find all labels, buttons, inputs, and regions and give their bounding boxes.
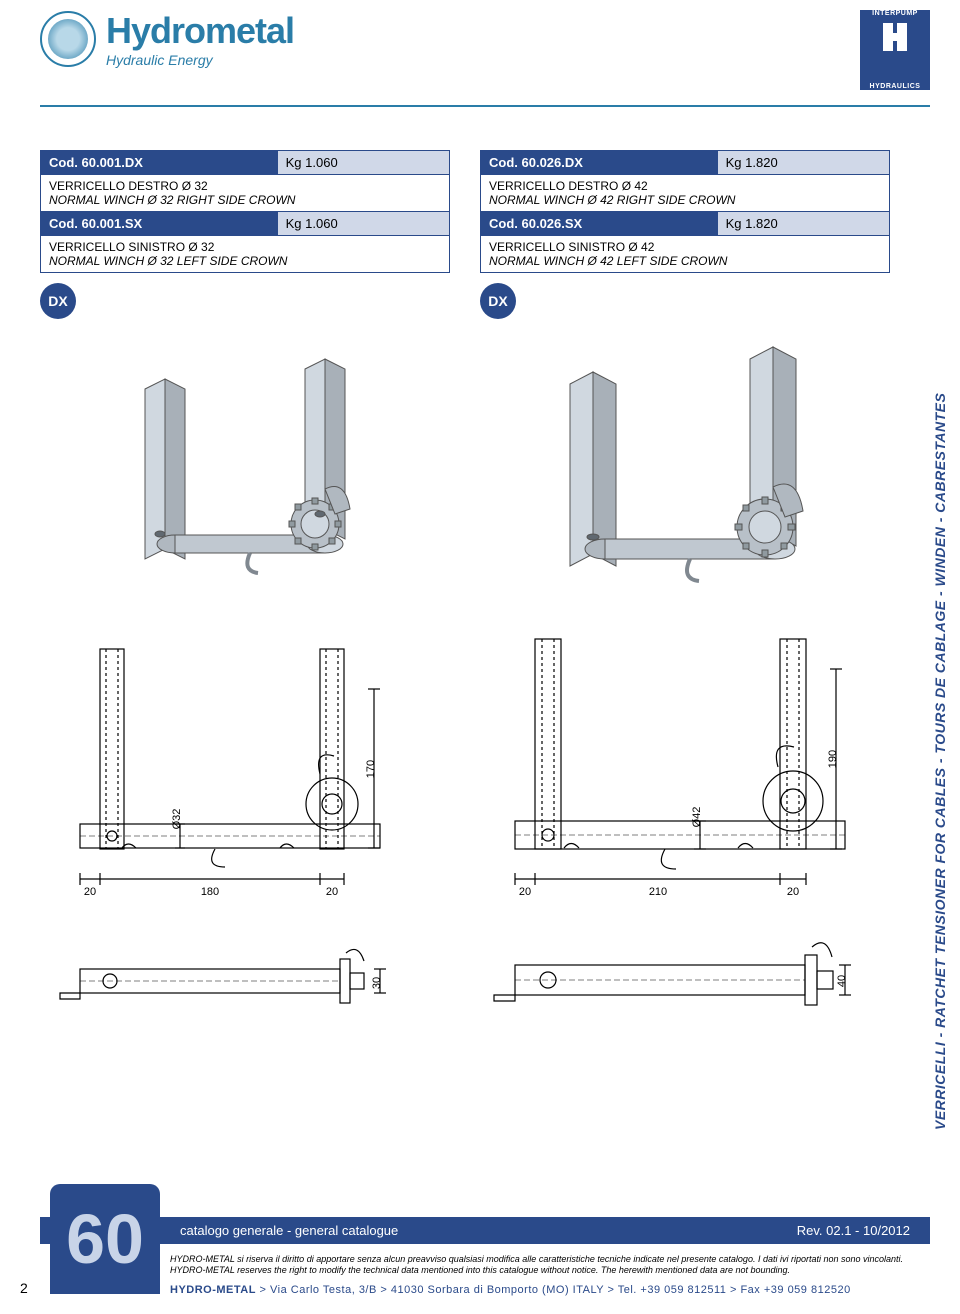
iso-drawing-left — [40, 339, 450, 619]
dim-w2: 180 — [201, 886, 219, 898]
dim-side-h: 40 — [836, 975, 848, 987]
product-desc-en: NORMAL WINCH Ø 42 RIGHT SIDE CROWN — [489, 193, 881, 207]
dim-w2: 210 — [649, 886, 667, 898]
product-desc-en: NORMAL WINCH Ø 32 RIGHT SIDE CROWN — [49, 193, 441, 207]
product-header-left: Cod. 60.001.DX Kg 1.060 VERRICELLO DESTR… — [40, 150, 450, 273]
header-rule — [40, 105, 930, 107]
product-code: Cod. 60.026.DX — [481, 151, 718, 174]
dx-badge: DX — [40, 283, 76, 319]
product-code: Cod. 60.026.SX — [481, 212, 718, 235]
partner-bottom-label: HYDRAULICS — [870, 83, 921, 90]
brand-logo: Hydrometal Hydraulic Energy — [40, 10, 294, 68]
dim-w1: 20 — [519, 886, 531, 898]
product-desc-en: NORMAL WINCH Ø 32 LEFT SIDE CROWN — [49, 254, 441, 268]
product-desc-it: VERRICELLO DESTRO Ø 42 — [489, 179, 881, 193]
section-tab-number: 60 — [50, 1184, 160, 1294]
dx-badge: DX — [480, 283, 516, 319]
logo-mark — [40, 11, 96, 67]
side-drawing-right: 40 — [480, 929, 890, 1049]
product-weight: Kg 1.820 — [718, 151, 889, 174]
content-area: Cod. 60.001.DX Kg 1.060 VERRICELLO DESTR… — [40, 150, 890, 1049]
footer-strip: catalogo generale - general catalogue Re… — [40, 1217, 930, 1244]
company-address: HYDRO-METAL > Via Carlo Testa, 3/B > 410… — [170, 1284, 930, 1296]
brand-name: Hydrometal — [106, 10, 294, 52]
catalog-title: catalogo generale - general catalogue — [180, 1223, 398, 1238]
product-right-column: Cod. 60.026.DX Kg 1.820 VERRICELLO DESTR… — [480, 150, 890, 1049]
front-drawing-left: Ø32 170 20 180 20 — [40, 629, 450, 909]
product-desc-en: NORMAL WINCH Ø 42 LEFT SIDE CROWN — [489, 254, 881, 268]
dim-diameter: Ø42 — [691, 807, 703, 828]
section-side-label: VERRICELLI - RATCHET TENSIONER FOR CABLE… — [930, 380, 950, 1130]
dim-side-h: 30 — [371, 977, 383, 989]
front-drawing-right: Ø42 190 20 210 20 — [480, 629, 890, 909]
dim-w1: 20 — [84, 886, 96, 898]
product-header-right: Cod. 60.026.DX Kg 1.820 VERRICELLO DESTR… — [480, 150, 890, 273]
partner-logo: INTERPUMP HYDRAULICS — [860, 10, 930, 90]
product-desc-it: VERRICELLO SINISTRO Ø 32 — [49, 240, 441, 254]
dim-diameter: Ø32 — [171, 809, 183, 830]
dim-height: 190 — [827, 750, 839, 768]
product-weight: Kg 1.060 — [278, 151, 449, 174]
brand-tagline: Hydraulic Energy — [106, 52, 294, 68]
catalog-revision: Rev. 02.1 - 10/2012 — [797, 1223, 910, 1238]
dim-w3: 20 — [787, 886, 799, 898]
partner-top-label: INTERPUMP — [872, 10, 918, 17]
product-left-column: Cod. 60.001.DX Kg 1.060 VERRICELLO DESTR… — [40, 150, 450, 1049]
product-code: Cod. 60.001.DX — [41, 151, 278, 174]
side-drawing-left: 30 — [40, 929, 450, 1049]
product-weight: Kg 1.820 — [718, 212, 889, 235]
page-header: Hydrometal Hydraulic Energy INTERPUMP HY… — [40, 10, 930, 100]
product-desc-it: VERRICELLO DESTRO Ø 32 — [49, 179, 441, 193]
dim-height: 170 — [365, 760, 377, 778]
iso-drawing-right — [480, 339, 890, 619]
product-code: Cod. 60.001.SX — [41, 212, 278, 235]
dim-w3: 20 — [326, 886, 338, 898]
page-number: 2 — [20, 1280, 28, 1296]
product-weight: Kg 1.060 — [278, 212, 449, 235]
product-desc-it: VERRICELLO SINISTRO Ø 42 — [489, 240, 881, 254]
disclaimer-text: HYDRO-METAL si riserva il diritto di app… — [170, 1254, 930, 1276]
